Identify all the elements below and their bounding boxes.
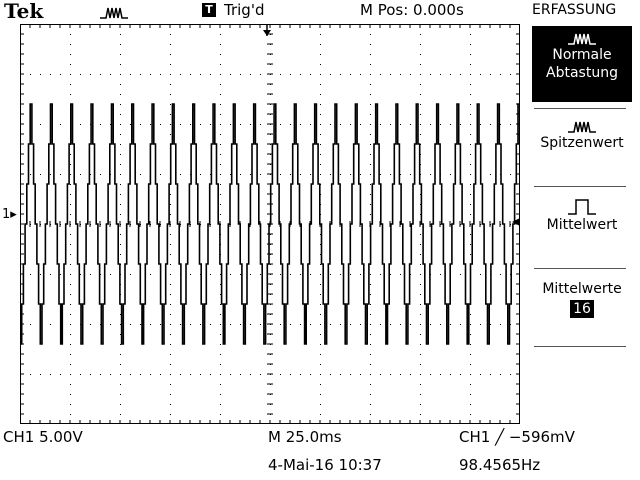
average-mode-label: Mittelwert [546,217,618,233]
horizontal-position: M Pos: 0.000s [360,1,464,19]
average-count-label: Mittelwerte [542,281,622,297]
trigger-level-icon [512,218,520,226]
normal-sample-label-2: Abtastung [546,65,618,81]
trigger-readout: CH1 ╱ −596mV [459,428,575,446]
square-pulse-icon [568,199,596,215]
average-count-value: 16 [570,300,594,318]
frequency-readout: 98.4565Hz [459,456,541,474]
sample-pulse-icon [568,33,596,45]
peak-detect-label: Spitzenwert [540,135,624,151]
waveform-trace [20,103,520,345]
normal-sample-button[interactable]: Normale Abtastung [532,26,632,102]
menu-separator [534,186,626,187]
menu-separator [534,268,626,269]
scope-display [20,24,520,424]
pulse-icon [100,7,128,19]
date-time: 4-Mai-16 10:37 [268,456,382,474]
ch1-volts-per-div: CH1 5.00V [3,428,83,446]
average-count-button[interactable]: Mittelwerte 16 [532,280,632,346]
menu-title: ERFASSUNG [532,2,617,18]
peak-detect-icon [568,121,596,133]
menu-separator [534,108,626,109]
brand-logo: Tek [4,0,44,23]
peak-detect-button[interactable]: Spitzenwert [532,118,632,174]
trigger-indicator-box: T [202,3,216,17]
timebase: M 25.0ms [268,428,342,446]
average-mode-button[interactable]: Mittelwert [532,198,632,258]
trigger-status: Trig'd [224,1,265,19]
menu-separator [534,346,626,347]
normal-sample-label-1: Normale [552,47,612,63]
channel-1-marker: 1▸ [2,207,17,222]
